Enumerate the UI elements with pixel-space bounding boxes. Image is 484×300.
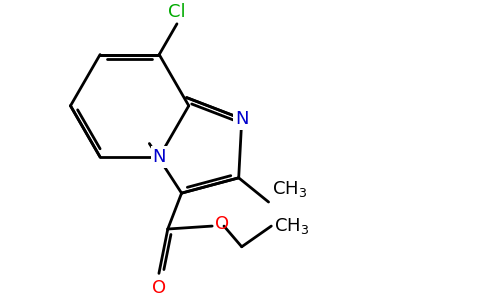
Text: O: O: [214, 215, 228, 233]
Text: CH$_3$: CH$_3$: [272, 179, 307, 199]
Text: CH$_3$: CH$_3$: [274, 216, 309, 236]
Text: Cl: Cl: [168, 4, 186, 22]
Text: N: N: [235, 110, 249, 128]
Text: N: N: [152, 148, 166, 166]
Text: O: O: [152, 279, 166, 297]
